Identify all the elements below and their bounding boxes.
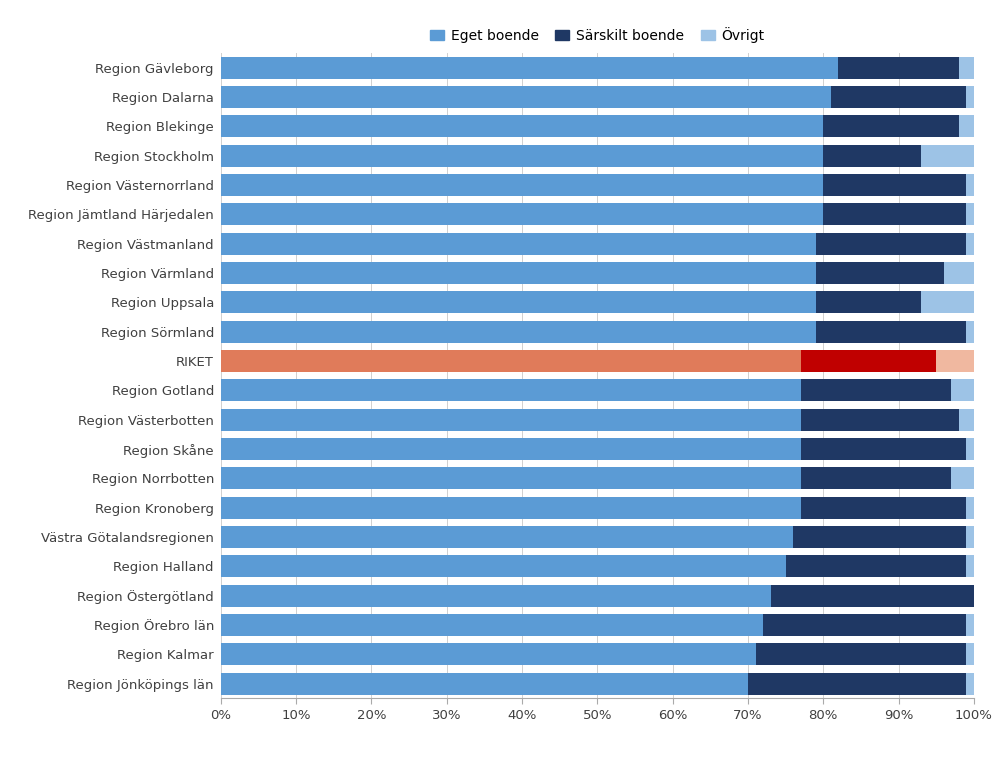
Bar bbox=[221, 584, 770, 606]
Bar bbox=[221, 203, 822, 225]
Bar bbox=[966, 438, 973, 460]
Bar bbox=[951, 380, 973, 402]
Bar bbox=[822, 115, 958, 137]
Bar bbox=[814, 291, 921, 313]
Bar bbox=[221, 57, 838, 79]
Bar bbox=[755, 644, 966, 666]
Bar bbox=[770, 584, 973, 606]
Bar bbox=[221, 556, 785, 578]
Bar bbox=[958, 115, 973, 137]
Bar bbox=[838, 57, 958, 79]
Bar bbox=[800, 468, 951, 490]
Bar bbox=[966, 233, 973, 255]
Bar bbox=[966, 321, 973, 343]
Bar bbox=[966, 556, 973, 578]
Bar bbox=[966, 496, 973, 518]
Bar bbox=[943, 262, 973, 284]
Bar bbox=[221, 438, 800, 460]
Bar bbox=[221, 468, 800, 490]
Bar bbox=[822, 203, 966, 225]
Bar bbox=[221, 233, 814, 255]
Bar bbox=[221, 496, 800, 518]
Bar bbox=[951, 468, 973, 490]
Bar bbox=[221, 350, 800, 372]
Bar bbox=[966, 86, 973, 108]
Bar bbox=[966, 203, 973, 225]
Bar bbox=[800, 496, 966, 518]
Bar bbox=[800, 438, 966, 460]
Bar bbox=[814, 321, 965, 343]
Bar bbox=[814, 233, 965, 255]
Bar bbox=[921, 145, 973, 167]
Bar bbox=[958, 57, 973, 79]
Bar bbox=[221, 86, 830, 108]
Bar bbox=[966, 526, 973, 548]
Bar bbox=[762, 614, 965, 636]
Bar bbox=[221, 672, 747, 694]
Bar bbox=[966, 672, 973, 694]
Bar bbox=[221, 262, 814, 284]
Bar bbox=[936, 350, 973, 372]
Legend: Eget boende, Särskilt boende, Övrigt: Eget boende, Särskilt boende, Övrigt bbox=[424, 21, 769, 49]
Bar bbox=[221, 145, 822, 167]
Bar bbox=[814, 262, 943, 284]
Bar bbox=[221, 115, 822, 137]
Bar bbox=[822, 174, 966, 196]
Bar bbox=[221, 614, 762, 636]
Bar bbox=[221, 321, 814, 343]
Bar bbox=[800, 380, 951, 402]
Bar bbox=[221, 291, 814, 313]
Bar bbox=[221, 526, 792, 548]
Bar bbox=[921, 291, 973, 313]
Bar bbox=[221, 174, 822, 196]
Bar bbox=[800, 408, 958, 430]
Bar bbox=[958, 408, 973, 430]
Bar bbox=[221, 408, 800, 430]
Bar bbox=[747, 672, 966, 694]
Bar bbox=[785, 556, 966, 578]
Bar bbox=[966, 174, 973, 196]
Bar bbox=[966, 644, 973, 666]
Bar bbox=[792, 526, 966, 548]
Bar bbox=[800, 350, 936, 372]
Bar bbox=[966, 614, 973, 636]
Bar bbox=[221, 644, 755, 666]
Bar bbox=[822, 145, 921, 167]
Bar bbox=[221, 380, 800, 402]
Bar bbox=[830, 86, 966, 108]
